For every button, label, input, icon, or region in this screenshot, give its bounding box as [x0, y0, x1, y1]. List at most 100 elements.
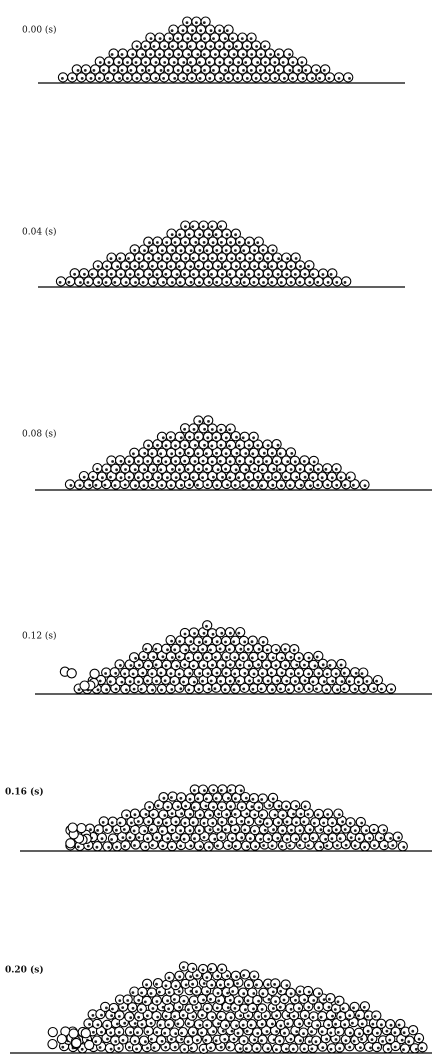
particle-mark	[105, 281, 108, 284]
particle-mark	[264, 829, 267, 832]
particle-mark	[216, 975, 219, 978]
particle	[290, 834, 299, 843]
particle-mark	[152, 656, 155, 659]
particle-mark	[165, 241, 168, 244]
particle-mark	[97, 1024, 100, 1027]
particle-mark	[247, 476, 250, 479]
particle-mark	[219, 460, 222, 463]
particle	[231, 636, 240, 645]
particle-mark	[167, 1008, 170, 1011]
particle-mark	[304, 1015, 307, 1018]
particle-mark	[132, 452, 135, 455]
particle-mark	[147, 665, 150, 668]
particle-mark	[212, 37, 215, 40]
particle-mark	[373, 829, 376, 832]
particle-mark	[280, 281, 283, 284]
particle-mark	[243, 265, 246, 268]
particle-mark	[156, 1016, 159, 1019]
particle-mark	[211, 257, 214, 260]
particle-mark	[334, 1023, 337, 1026]
particle-mark	[152, 468, 155, 471]
particle-mark	[256, 1032, 259, 1035]
particle-mark	[194, 444, 197, 447]
particle-mark	[71, 77, 74, 80]
particle-mark	[84, 69, 87, 72]
particle-mark	[231, 37, 234, 40]
particle-mark	[235, 975, 238, 978]
particle-mark	[204, 640, 207, 643]
particle-mark	[124, 468, 127, 471]
particle-mark	[286, 257, 289, 260]
particle-mark	[196, 436, 199, 439]
particle-mark	[295, 821, 298, 824]
particle-mark	[130, 822, 133, 825]
particle-mark	[245, 1047, 248, 1050]
particle	[350, 1002, 359, 1011]
particle-mark	[249, 460, 252, 463]
particle-mark	[330, 1048, 333, 1051]
particle-mark	[189, 672, 192, 675]
particle-mark	[201, 1014, 204, 1017]
particle-mark	[267, 444, 270, 447]
particle-mark	[220, 806, 223, 809]
particle	[335, 996, 344, 1005]
particle-mark	[128, 460, 131, 463]
particle-mark	[216, 845, 219, 848]
particle-mark	[256, 444, 259, 447]
particle-mark	[143, 484, 146, 487]
particle-mark	[253, 249, 256, 252]
particle-mark	[237, 632, 240, 635]
particle-mark	[187, 452, 190, 455]
particle-mark	[368, 837, 371, 840]
particle-mark	[336, 688, 339, 691]
particle-mark	[261, 672, 264, 675]
particle	[101, 1002, 110, 1011]
particle	[334, 809, 343, 818]
particle-mark	[274, 61, 277, 64]
particle-mark	[341, 680, 344, 683]
particle-mark	[131, 53, 134, 56]
particle-mark	[335, 828, 338, 831]
particle	[166, 636, 175, 645]
particle-mark	[228, 476, 231, 479]
particle-mark	[326, 844, 329, 847]
particle-mark	[167, 69, 170, 72]
particle-mark	[105, 265, 108, 268]
particle-mark	[229, 632, 232, 635]
particle-mark	[144, 45, 147, 48]
particle	[245, 237, 254, 246]
particle-mark	[295, 664, 298, 667]
particle-mark	[196, 974, 199, 977]
particle-mark	[212, 1030, 215, 1033]
particle-mark	[292, 1048, 295, 1051]
particle-mark	[335, 281, 338, 284]
particle-mark	[373, 844, 376, 847]
particle-mark	[253, 468, 256, 471]
particle-mark	[138, 664, 141, 667]
particle-mark	[298, 1007, 301, 1010]
particle-mark	[170, 484, 173, 487]
particle-mark	[282, 61, 285, 64]
particle-mark	[262, 249, 265, 252]
particle	[171, 1011, 180, 1020]
particle-mark	[217, 468, 220, 471]
particle-mark	[180, 812, 183, 815]
particle-mark	[348, 476, 351, 479]
particle	[144, 237, 153, 246]
particle-mark	[111, 53, 114, 56]
particle-mark	[272, 249, 275, 252]
particle-mark	[147, 257, 150, 260]
particle-mark	[182, 681, 185, 684]
particle-mark	[134, 484, 137, 487]
particle	[216, 628, 225, 637]
particle-mark	[128, 476, 131, 479]
particle-mark	[273, 983, 276, 986]
particle-mark	[134, 468, 137, 471]
particle-mark	[267, 273, 270, 276]
particle-mark	[279, 468, 282, 471]
particle-mark	[156, 444, 159, 447]
particle-mark	[104, 484, 107, 487]
particle-mark	[228, 445, 231, 448]
particle-mark	[335, 468, 338, 471]
particle-mark	[184, 476, 187, 479]
